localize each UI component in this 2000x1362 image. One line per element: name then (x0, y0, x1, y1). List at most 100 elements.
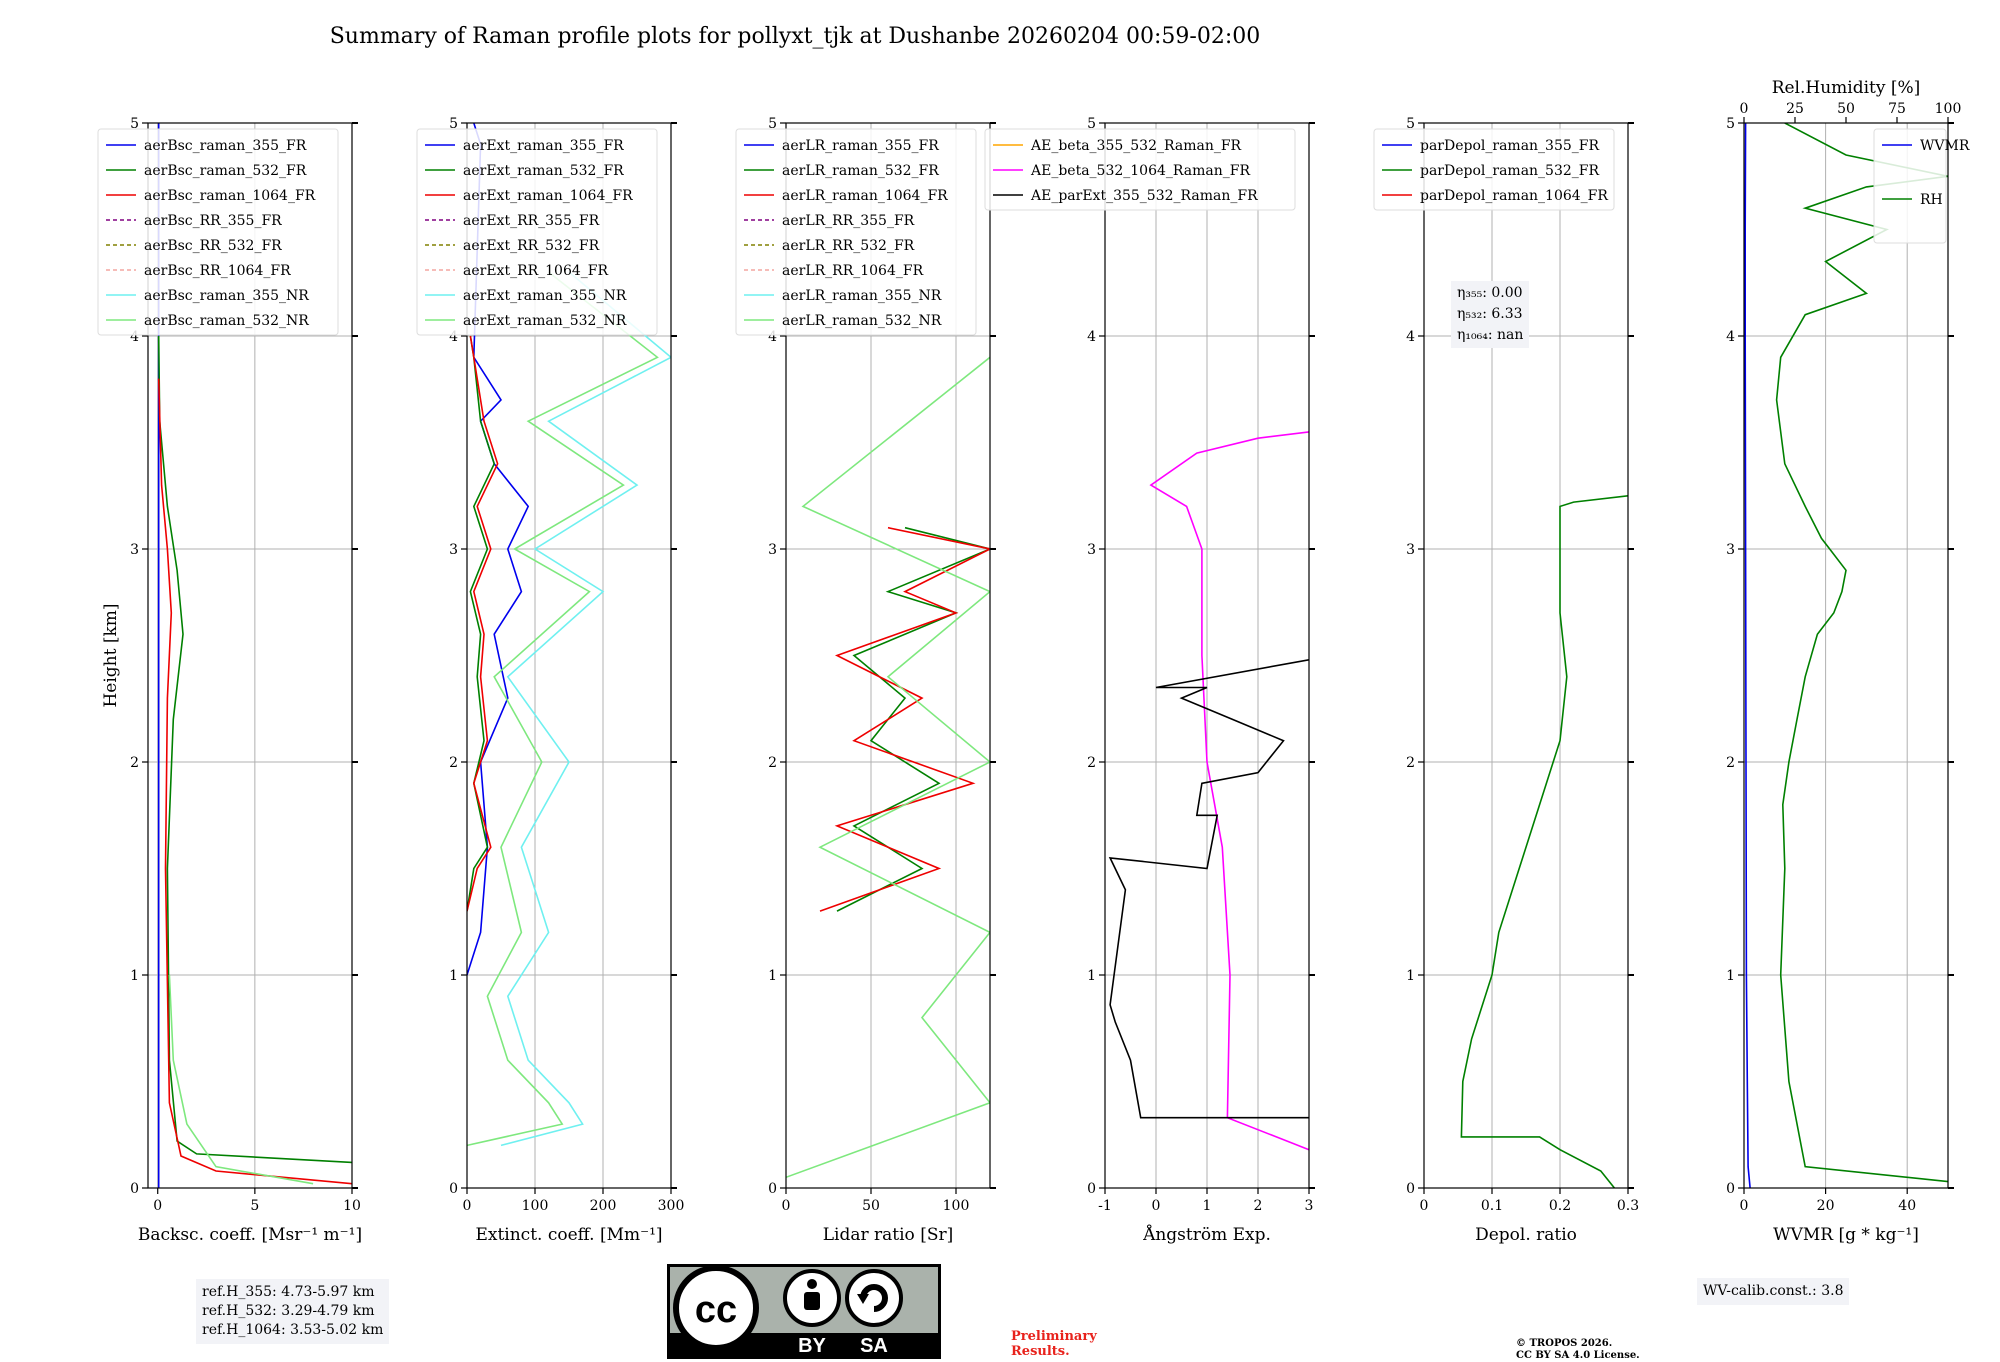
copyright-note: © TROPOS 2026. CC BY SA 4.0 License. (1516, 1338, 1640, 1361)
legend-frame (1873, 128, 1947, 244)
y-tick-label: 1 (768, 968, 777, 984)
x-tick-label: 10 (343, 1198, 361, 1214)
y-tick-label: 5 (768, 116, 777, 132)
x-tick-label: -1 (1098, 1198, 1112, 1214)
legend-frame (984, 128, 1296, 211)
x-tick-label: 40 (1898, 1198, 1916, 1214)
axes-frame (1423, 122, 1629, 1189)
top-x-tick-label: 25 (1786, 101, 1804, 117)
x-tick-label: 0 (782, 1198, 791, 1214)
legend-label-aerExt_raman_1064_FR: aerExt_raman_1064_FR (463, 188, 633, 204)
series-line-aerExt_raman_355_NR (500, 271, 671, 1147)
legend-label-WVMR: WVMR (1920, 138, 1970, 154)
legend-label-aerExt_RR_355_FR: aerExt_RR_355_FR (463, 213, 600, 229)
x-tick-label: 0.2 (1549, 1198, 1571, 1214)
legend-label-aerExt_raman_532_FR: aerExt_raman_532_FR (463, 163, 624, 179)
series-line-RH (1775, 123, 1948, 1183)
y-tick-label: 3 (449, 542, 458, 558)
legend-frame (1373, 128, 1615, 211)
legend-label-aerExt_RR_1064_FR: aerExt_RR_1064_FR (463, 263, 608, 279)
legend-frame (735, 128, 977, 336)
x-tick-label: 0 (1152, 1198, 1161, 1214)
x-axis-label: Backsc. coeff. [Msr⁻¹ m⁻¹] (138, 1225, 362, 1245)
y-tick-label: 0 (130, 1181, 139, 1197)
cc-logo-icon (673, 1265, 759, 1351)
preliminary-results-note: Preliminary Results. (1011, 1329, 1097, 1359)
y-tick-label: 1 (1726, 968, 1735, 984)
badge-by-label: BY (798, 1335, 826, 1357)
x-tick-label: 2 (1254, 1198, 1263, 1214)
legend-label-aerExt_raman_532_NR: aerExt_raman_532_NR (463, 313, 627, 329)
legend: aerExt_raman_355_FR aerExt_raman_532_FRae… (416, 128, 658, 336)
legend-label-aerLR_RR_1064_FR: aerLR_RR_1064_FR (782, 263, 924, 279)
cc-logo-text: cc (695, 1289, 737, 1331)
legend-label-aerExt_raman_355_NR: aerExt_raman_355_NR (463, 288, 627, 304)
y-tick-label: 1 (449, 968, 458, 984)
share-alike-icon (845, 1269, 903, 1327)
series-line-aerLR_raman_532_NR (786, 356, 990, 1179)
x-tick-label: 200 (590, 1198, 617, 1214)
y-tick-label: 2 (449, 755, 458, 771)
legend: aerLR_raman_355_FR aerLR_raman_532_FR aerL… (735, 128, 977, 336)
legend-label-aerExt_RR_532_FR: aerExt_RR_532_FR (463, 238, 600, 254)
x-tick-label: 100 (943, 1198, 970, 1214)
y-tick-label: 0 (449, 1181, 458, 1197)
y-tick-label: 4 (768, 329, 777, 345)
top-x-tick-label: 75 (1888, 101, 1906, 117)
legend-label-aerBsc_RR_1064_FR: aerBsc_RR_1064_FR (144, 263, 291, 279)
badge-sa-label: SA (860, 1335, 888, 1357)
y-tick-label: 5 (1087, 116, 1096, 132)
series-line-aerLR_raman_1064_FR (819, 526, 990, 912)
legend-label-aerLR_raman_355_FR: aerLR_raman_355_FR (782, 138, 939, 154)
series-line-aerExt_raman_355_FR (467, 123, 530, 976)
x-tick-label: 1 (1203, 1198, 1212, 1214)
panel-1: 0 1 2 3 4 5 0 5 10 Backsc. coeff. [Msr⁻¹ m⁻¹] aerB… (97, 116, 362, 1245)
reference-height-box: ref.H_355: 4.73-5.97 km ref.H_532: 3.29-… (196, 1279, 390, 1344)
y-tick-label: 5 (130, 116, 139, 132)
legend-frame (97, 128, 339, 336)
y-tick-label: 2 (1726, 755, 1735, 771)
x-tick-label: 100 (522, 1198, 549, 1214)
x-tick-label: 0.1 (1481, 1198, 1503, 1214)
legend-label-aerLR_RR_355_FR: aerLR_RR_355_FR (782, 213, 915, 229)
series-line-parDepol_raman_532_FR (1460, 495, 1628, 1188)
x-tick-label: 20 (1817, 1198, 1835, 1214)
y-tick-label: 3 (1406, 542, 1415, 558)
panel-2: 0 1 2 3 4 5 0 100 200 300 Extinct. coeff. [Mm⁻¹] ae… (416, 116, 684, 1245)
legend-label-aerBsc_raman_355_NR: aerBsc_raman_355_NR (144, 288, 309, 304)
y-tick-label: 2 (1087, 755, 1096, 771)
legend-label-parDepol_raman_1064_FR: parDepol_raman_1064_FR (1420, 188, 1608, 204)
y-tick-label: 0 (1087, 1181, 1096, 1197)
series-line-aerLR_raman_532_FR (836, 526, 990, 912)
y-tick-label: 4 (449, 329, 458, 345)
ref-height-355: ref.H_355: 4.73-5.97 km (202, 1284, 375, 1300)
axes-frame (147, 122, 353, 1189)
series-line-aerBsc_raman_532_FR (157, 335, 352, 1164)
axes-frame (1743, 122, 1949, 1189)
y-tick-label: 3 (1726, 542, 1735, 558)
x-tick-label: 0 (153, 1198, 162, 1214)
x-tick-label: 0 (463, 1198, 472, 1214)
legend: WVMR RH (1873, 128, 1970, 244)
legend: aerBsc_raman_355_FR aerBsc_raman_532_FRae… (97, 128, 339, 336)
legend-label-aerBsc_raman_532_NR: aerBsc_raman_532_NR (144, 313, 309, 329)
legend-label-aerLR_raman_532_NR: aerLR_raman_532_NR (782, 313, 942, 329)
legend-label-aerBsc_RR_532_FR: aerBsc_RR_532_FR (144, 238, 282, 254)
legend-label-aerLR_raman_532_FR: aerLR_raman_532_FR (782, 163, 939, 179)
legend-frame (416, 128, 658, 336)
series-line-AE_beta_532_1064_Raman_FR (1149, 431, 1309, 1151)
y-tick-label: 2 (768, 755, 777, 771)
y-tick-label: 1 (130, 968, 139, 984)
x-tick-label: 0 (1740, 1198, 1749, 1214)
x-axis-label: Lidar ratio [Sr] (823, 1225, 953, 1245)
series-line-AE_parExt_355_532_Raman_FR (1108, 659, 1309, 1119)
y-tick-label: 0 (1726, 1181, 1735, 1197)
top-x-tick-label: 0 (1740, 101, 1749, 117)
axes-frame (785, 122, 991, 1189)
y-tick-label: 2 (1406, 755, 1415, 771)
y-tick-label: 1 (1406, 968, 1415, 984)
y-tick-label: 4 (130, 329, 139, 345)
y-tick-label: 4 (1726, 329, 1735, 345)
y-tick-label: 3 (130, 542, 139, 558)
x-axis-label: Ångström Exp. (1142, 1224, 1271, 1245)
